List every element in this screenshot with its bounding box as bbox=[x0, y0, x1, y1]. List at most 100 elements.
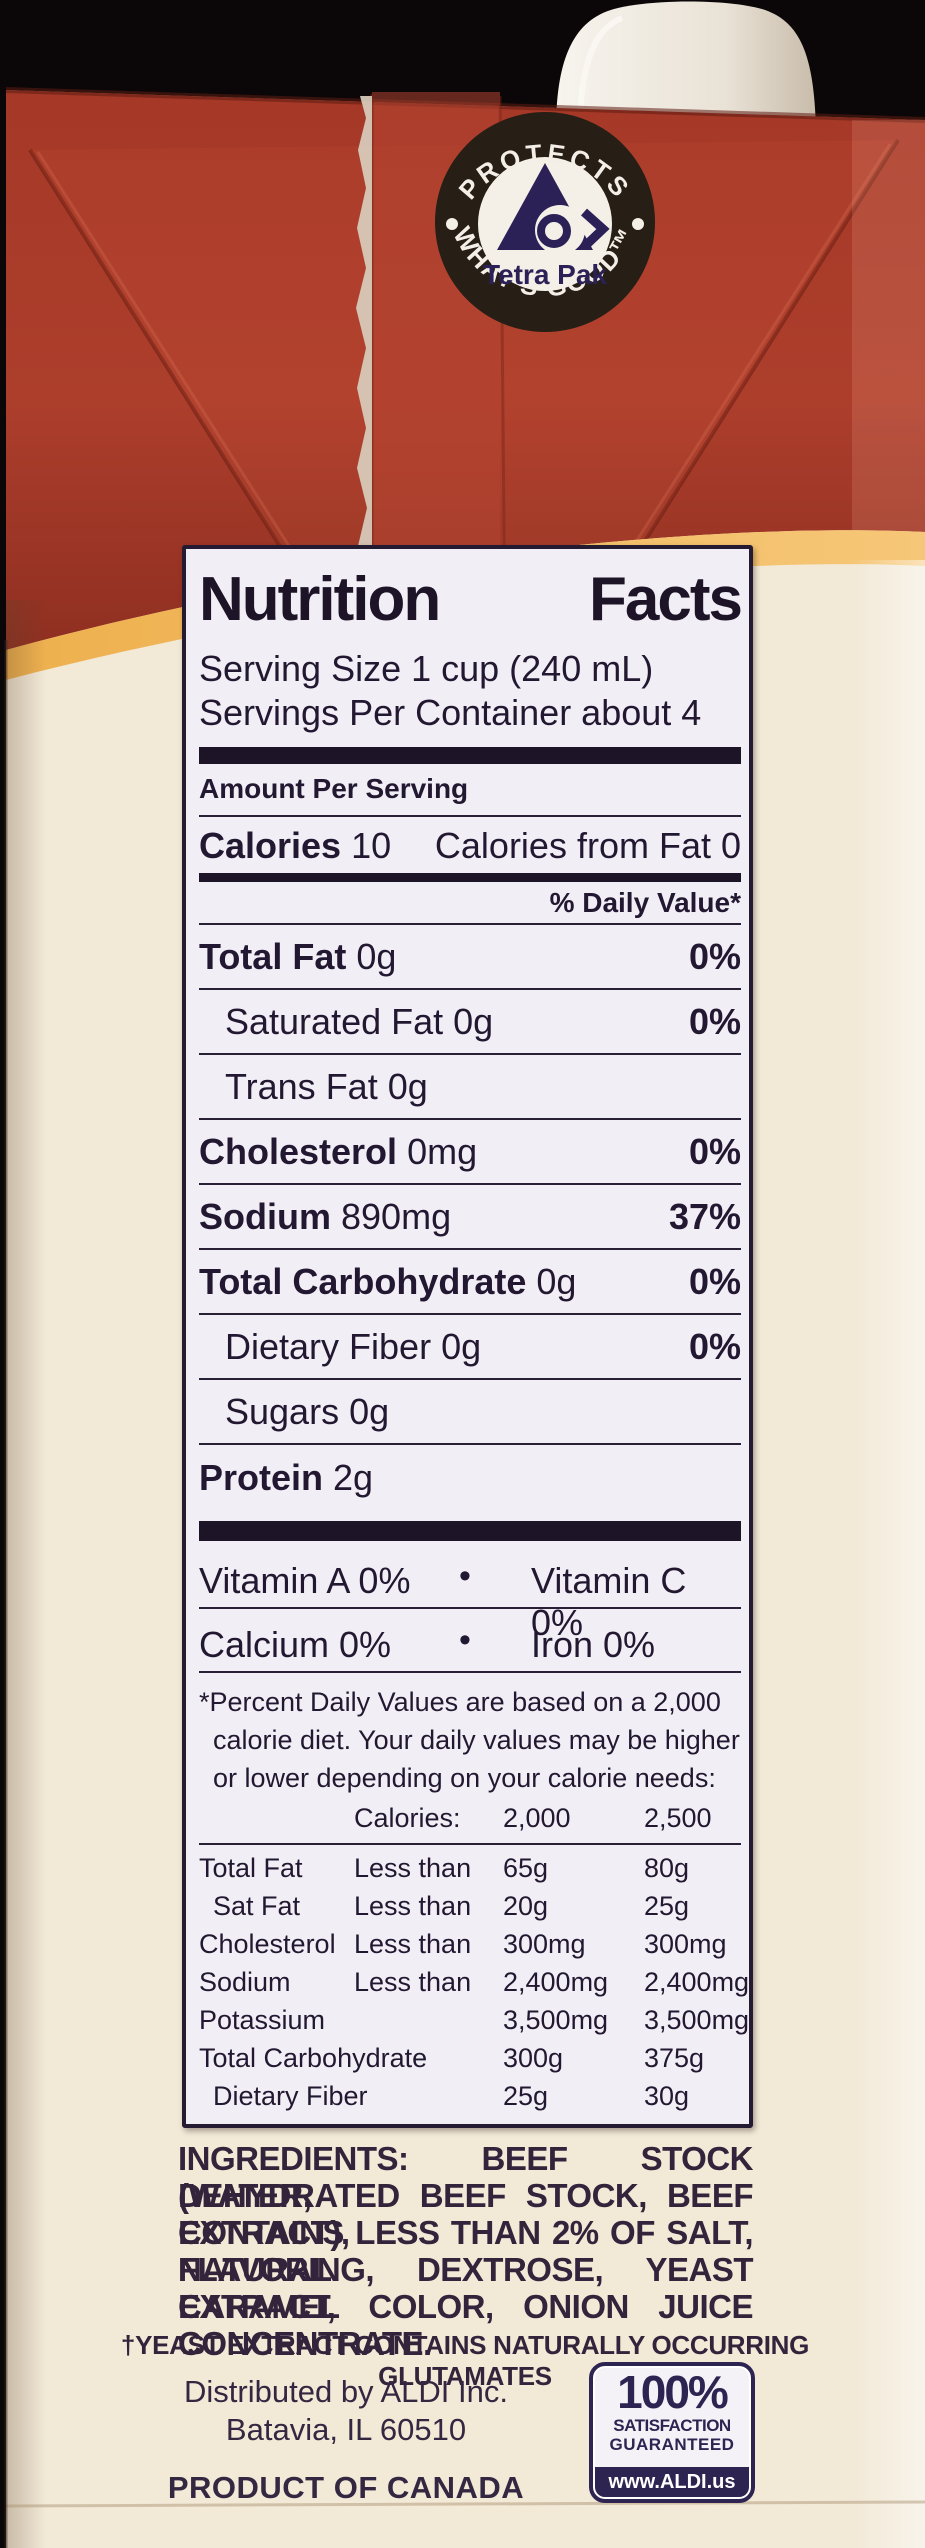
left-shadow bbox=[6, 600, 46, 2548]
ft-v2500: 300mg bbox=[644, 1929, 727, 1959]
ft-v2000: 25g bbox=[503, 2081, 549, 2111]
title-word-left: Nutrition bbox=[199, 565, 441, 634]
nutrient-label: Saturated Fat bbox=[225, 1000, 444, 1042]
calories-label-value: Calories 10 bbox=[199, 825, 391, 867]
ft-v2500: 375g bbox=[644, 2043, 705, 2073]
ft-name: Cholesterol bbox=[199, 1929, 336, 1959]
calories-header: Calories: bbox=[354, 1803, 461, 1833]
nutrient-name: Dietary Fiber 0g bbox=[199, 1326, 481, 1368]
nutrient-row-sodium: Sodium 890mg 37% bbox=[199, 1185, 741, 1250]
divider-thick bbox=[199, 747, 741, 764]
bullet-separator: • bbox=[459, 1621, 471, 1659]
ingredients-line-1: INGREDIENTS: BEEF STOCK (WATER, bbox=[178, 2140, 754, 2214]
ft-v2500: 25g bbox=[644, 1891, 690, 1921]
nutrient-dv: 0% bbox=[688, 935, 741, 977]
nutrient-name: Total Fat 0g bbox=[199, 936, 396, 978]
bullet-separator: • bbox=[459, 1557, 471, 1595]
footnote-row-dietary-fiber: Dietary Fiber 25g 30g bbox=[199, 2077, 741, 2115]
carton-cap bbox=[556, 1, 816, 130]
vitamin-row-2: Calcium 0% • Iron 0% bbox=[199, 1611, 741, 1673]
bottom-crease bbox=[5, 2500, 925, 2508]
product-origin: PRODUCT OF CANADA bbox=[167, 2470, 525, 2505]
nutrition-facts-panel: Nutrition Facts Serving Size 1 cup (240 … bbox=[182, 545, 753, 2128]
nutrient-dv: 37% bbox=[668, 1195, 741, 1237]
seal-percent: 100% bbox=[617, 2366, 729, 2418]
nutrient-name: Saturated Fat 0g bbox=[199, 1001, 493, 1043]
ft-name: Potassium bbox=[199, 2005, 326, 2035]
iron: Iron 0% bbox=[531, 1624, 656, 1665]
ft-v2000: 2,400mg bbox=[503, 1967, 609, 1997]
ft-v2500: 2,400mg bbox=[644, 1967, 750, 1997]
footnote-line-1: *Percent Daily Values are based on a 2,0… bbox=[199, 1687, 721, 1717]
calories-from-fat: Calories from Fat 0 bbox=[434, 825, 741, 866]
ingredients-line-4: FLAVORING, DEXTROSE, YEAST EXTRACT, bbox=[178, 2251, 754, 2325]
ft-qualifier: Less than bbox=[354, 1967, 472, 1997]
footnote-row-cholesterol: Cholesterol Less than 300mg 300mg bbox=[199, 1925, 741, 1963]
footnote-line-2: calorie diet. Your daily values may be h… bbox=[213, 1725, 740, 1755]
aldi-guarantee-seal: 100% SATISFACTION GUARANTEED www.ALDI.us bbox=[589, 2362, 755, 2503]
calories-row: Calories 10 Calories from Fat 0 bbox=[199, 825, 741, 867]
divider-thick bbox=[199, 1521, 741, 1541]
ft-qualifier: Less than bbox=[354, 1929, 472, 1959]
nutrient-row-total-fat: Total Fat 0g 0% bbox=[199, 925, 741, 990]
title-word-right: Facts bbox=[589, 565, 743, 634]
footnote-row-potassium: Potassium 3,500mg 3,500mg bbox=[199, 2001, 749, 2039]
tetra-pak-logo-mark bbox=[497, 163, 610, 255]
ft-name: Total Carbohydrate bbox=[199, 2043, 428, 2073]
amount-per-serving: Amount Per Serving bbox=[199, 773, 469, 804]
ingredients-line-3: CONTAINS LESS THAN 2% OF SALT, NATURAL bbox=[178, 2214, 754, 2288]
ft-v2500: 80g bbox=[644, 1853, 690, 1883]
daily-value-header: % Daily Value* bbox=[549, 887, 741, 918]
footnote-table-header: Calories: 2,000 2,500 bbox=[199, 1801, 741, 1837]
ft-name: Sodium bbox=[199, 1967, 291, 1997]
nutrient-name: Sugars 0g bbox=[199, 1391, 389, 1433]
ft-name: Dietary Fiber bbox=[213, 2081, 368, 2111]
nutrient-name: Trans Fat 0g bbox=[199, 1066, 428, 1108]
nutrient-row-protein: Protein 2g bbox=[199, 1445, 741, 1510]
nutrient-dv: 0% bbox=[688, 1130, 741, 1172]
calcium: Calcium 0% bbox=[199, 1624, 392, 1665]
serving-size: Serving Size 1 cup (240 mL) bbox=[199, 648, 654, 689]
ft-name: Total Fat bbox=[199, 1853, 303, 1883]
nutrient-amount: 0g bbox=[349, 1390, 390, 1432]
nutrient-label: Cholesterol bbox=[199, 1130, 398, 1172]
ft-v2500: 3,500mg bbox=[644, 2005, 750, 2035]
nutrient-amount: 2g bbox=[333, 1456, 374, 1498]
badge-dot-right bbox=[632, 218, 644, 230]
nutrient-dv: 0% bbox=[688, 1325, 741, 1367]
nutrient-amount: 0g bbox=[536, 1260, 577, 1302]
ft-qualifier: Less than bbox=[354, 1853, 472, 1883]
nutrient-amount: 890mg bbox=[341, 1195, 452, 1237]
calories-label: Calories bbox=[199, 825, 342, 866]
badge-dot-left bbox=[446, 218, 458, 230]
footnote-row-sat-fat: Sat Fat Less than 20g 25g bbox=[199, 1887, 741, 1925]
ingredients-line-5: CARAMEL COLOR, ONION JUICE CONCENTRATE. bbox=[178, 2288, 754, 2362]
nutrient-row-saturated-fat: Saturated Fat 0g 0% bbox=[199, 990, 741, 1055]
nutrient-row-sugars: Sugars 0g bbox=[199, 1380, 741, 1445]
nutrient-amount: 0mg bbox=[407, 1130, 478, 1172]
distributor-line: Distributed by ALDI Inc. bbox=[184, 2374, 508, 2409]
ingredients-line-2: DEHYDRATED BEEF STOCK, BEEF EXTRACT), bbox=[178, 2177, 754, 2251]
divider-medium bbox=[199, 873, 741, 882]
nutrient-dv: 0% bbox=[688, 1000, 741, 1042]
nutrient-label: Sugars bbox=[225, 1390, 340, 1432]
vitamin-row-1: Vitamin A 0% • Vitamin C 0% bbox=[199, 1547, 741, 1643]
footnote-row-sodium: Sodium Less than 2,400mg 2,400mg bbox=[199, 1963, 749, 2001]
nutrient-label: Dietary Fiber bbox=[225, 1325, 432, 1367]
nutrient-name: Total Carbohydrate 0g bbox=[199, 1261, 576, 1303]
nutrient-row-cholesterol: Cholesterol 0mg 0% bbox=[199, 1120, 741, 1185]
seal-guaranteed: GUARANTEED bbox=[609, 2435, 735, 2454]
nutrient-amount: 0g bbox=[453, 1000, 494, 1042]
vitamin-c: Vitamin C 0% bbox=[531, 1560, 687, 1643]
right-highlight bbox=[852, 560, 925, 2548]
nutrient-name: Sodium 890mg bbox=[199, 1196, 451, 1238]
ft-qualifier: Less than bbox=[354, 1891, 472, 1921]
nutrient-amount: 0g bbox=[441, 1325, 482, 1367]
col-2000-header: 2,000 bbox=[503, 1803, 571, 1833]
footnote-line-3: or lower depending on your calorie needs… bbox=[213, 1763, 716, 1793]
nutrient-amount: 0g bbox=[356, 935, 397, 977]
nutrient-amount: 0g bbox=[387, 1065, 428, 1107]
servings-per-container: Servings Per Container about 4 bbox=[199, 692, 702, 733]
nutrient-row-total-carbohydrate: Total Carbohydrate 0g 0% bbox=[199, 1250, 741, 1315]
